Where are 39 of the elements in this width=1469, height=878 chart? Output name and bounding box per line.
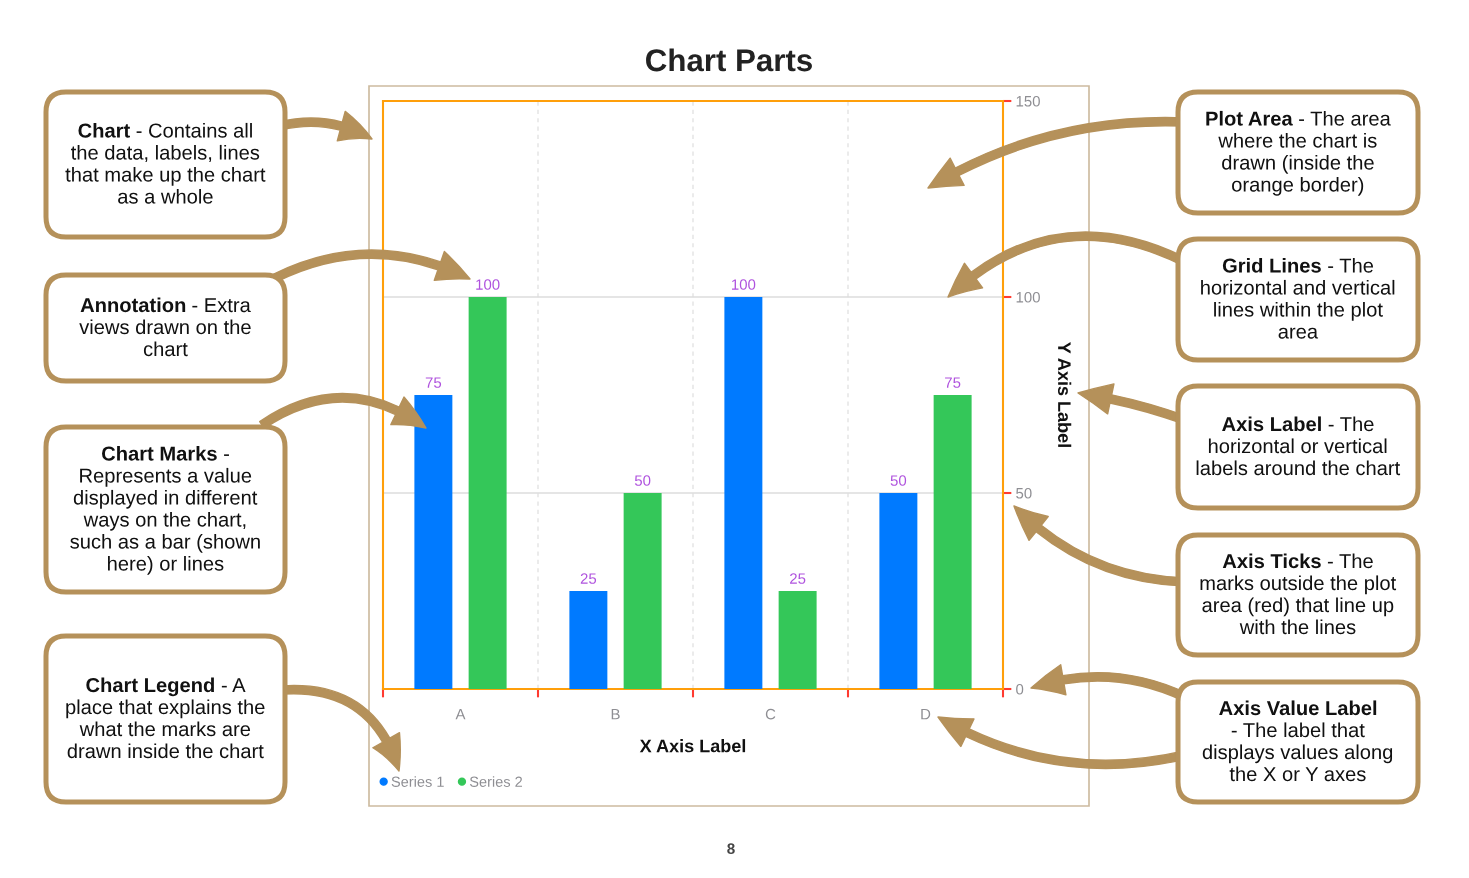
y-axis-title: Y Axis Label [1057, 342, 1072, 447]
x-tick-label: B [611, 709, 620, 720]
data-label: 50 [634, 475, 651, 486]
chart-title: Chart Parts [646, 48, 812, 72]
text: Axis Ticks - The marks outside the plot area (red) that line up with the lines [1200, 553, 1397, 635]
y-tick-label: 0 [1016, 683, 1024, 695]
text: Chart Marks - Represents a value displayed in different ways on the chart, such as a bar (shown here) or lines [70, 445, 260, 575]
text: Axis Value Label - The label that displays values along the X or Y axes [1202, 700, 1393, 782]
data-label: 100 [476, 279, 500, 290]
data-label: 50 [890, 475, 907, 486]
data-label: 75 [945, 377, 961, 388]
text: Chart Legend - A place that explains the what the marks are drawn inside the chart [66, 677, 265, 759]
text: Chart - Contains all the data, labels, lines that make up the chart as a whole [65, 122, 266, 204]
bar [414, 395, 453, 689]
x-tick-label: A [455, 709, 466, 720]
bar [778, 591, 817, 689]
data-label: 25 [580, 573, 597, 584]
bar [623, 493, 662, 689]
bar [933, 395, 972, 689]
data-label: 75 [425, 377, 442, 388]
bar [569, 591, 608, 689]
x-tick-label: C [765, 708, 776, 720]
legend-label: Series 2 [469, 776, 523, 787]
data-label: 25 [790, 573, 806, 584]
y-tick-label: 150 [1016, 95, 1040, 107]
bar [724, 297, 763, 689]
data-label: 100 [732, 279, 756, 290]
text: Axis Label - The horizontal or vertical labels around the chart [1196, 416, 1401, 476]
text: Annotation - Extra views drawn on the chart [79, 297, 251, 357]
x-axis-title: X Axis Label [639, 739, 746, 753]
bar [879, 493, 918, 689]
text: Plot Area - The area where the chart is drawn (inside the orange border) [1206, 110, 1391, 196]
x-tick-label: D [921, 709, 931, 720]
text: Grid Lines - The horizontal and vertical lines within the plot area [1201, 257, 1395, 339]
text: 8 [727, 843, 735, 855]
y-tick-label: 50 [1016, 487, 1032, 499]
legend-label: Series 1 [391, 776, 444, 787]
bar [468, 297, 507, 689]
y-tick-label: 100 [1016, 291, 1040, 303]
